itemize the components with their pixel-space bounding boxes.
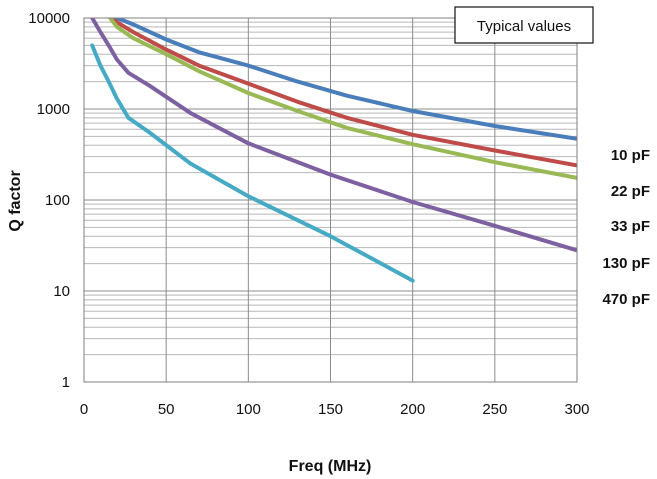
x-axis-title: Freq (MHz) [289, 458, 372, 475]
series-line-130pf [90, 18, 577, 253]
x-tick-label: 250 [482, 401, 507, 418]
series-label: 470 pF [602, 291, 650, 308]
y-tick-label: 1 [62, 374, 70, 391]
y-axis-title: Q factor [7, 170, 24, 231]
y-tick-labels: 1 10 100 1000 10000 [28, 10, 70, 391]
x-tick-label: 50 [158, 401, 175, 418]
y-tick-label: 1000 [37, 101, 70, 118]
series-line-470pf [90, 43, 415, 283]
series-line-33pf [107, 18, 577, 180]
x-tick-label: 0 [80, 401, 88, 418]
x-tick-label: 100 [236, 401, 261, 418]
y-tick-label: 10 [53, 283, 70, 300]
series-label: 22 pF [611, 183, 650, 200]
series-label: 130 pF [602, 255, 650, 272]
series-line-22pf [107, 18, 577, 168]
x-tick-label: 300 [564, 401, 589, 418]
chart-grid [83, 17, 578, 383]
series-lines [90, 18, 577, 283]
x-tick-label: 150 [318, 401, 343, 418]
series-label: 33 pF [611, 218, 650, 235]
x-tick-label: 200 [400, 401, 425, 418]
series-line-10pf [111, 18, 577, 141]
plot-area-border [83, 17, 578, 383]
y-tick-label: 100 [45, 192, 70, 209]
x-tick-labels: 0 50 100 150 200 250 300 [80, 401, 590, 418]
series-label: 10 pF [611, 147, 650, 164]
y-tick-label: 10000 [28, 10, 70, 27]
annotation-text: Typical values [477, 18, 571, 35]
series-labels: 10 pF 22 pF 33 pF 130 pF 470 pF [602, 147, 650, 308]
annotation-box: Typical values [454, 6, 594, 44]
